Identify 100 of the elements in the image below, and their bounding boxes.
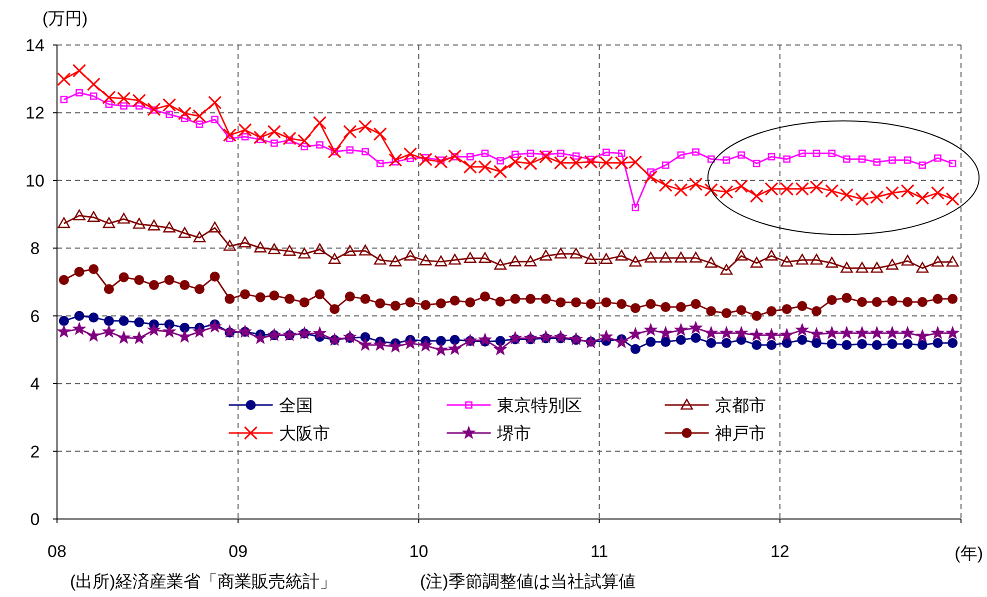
point <box>734 326 748 339</box>
point <box>313 326 326 340</box>
point <box>148 220 160 230</box>
point <box>780 328 794 341</box>
point <box>362 148 369 156</box>
point <box>797 301 808 312</box>
point <box>904 156 912 164</box>
point <box>721 308 732 318</box>
point <box>392 158 400 166</box>
point <box>104 284 114 294</box>
point <box>659 252 672 263</box>
point <box>208 320 222 332</box>
point <box>481 150 489 157</box>
point <box>720 264 733 275</box>
point <box>282 132 296 146</box>
x-tick-label: 11 <box>590 542 608 561</box>
point <box>932 256 944 267</box>
point <box>150 106 158 114</box>
y-tick-label: 2 <box>30 442 40 462</box>
point <box>571 297 582 308</box>
point <box>948 160 956 168</box>
point <box>843 155 850 163</box>
point <box>58 316 69 326</box>
point <box>374 338 387 351</box>
point <box>73 209 86 220</box>
point <box>434 343 448 356</box>
point <box>269 290 280 301</box>
point <box>88 312 99 323</box>
point <box>768 153 776 160</box>
x-tick-label: 10 <box>409 542 428 561</box>
point <box>105 100 113 108</box>
point <box>826 256 838 268</box>
point <box>118 212 130 224</box>
point <box>857 338 868 349</box>
point <box>240 289 250 300</box>
point <box>86 77 100 92</box>
point <box>902 338 913 349</box>
point <box>178 227 191 238</box>
point <box>615 250 628 261</box>
point <box>720 185 734 199</box>
point <box>74 266 84 277</box>
point <box>644 323 658 336</box>
point <box>658 178 672 192</box>
point <box>437 156 445 164</box>
point <box>554 330 568 343</box>
point <box>359 244 372 256</box>
point <box>888 156 896 164</box>
point <box>901 254 914 266</box>
point <box>495 336 506 346</box>
point <box>615 335 628 348</box>
point <box>856 326 869 339</box>
point <box>586 299 596 310</box>
point <box>360 294 370 304</box>
point <box>343 124 357 138</box>
y-tick-label: 10 <box>26 171 44 190</box>
point <box>403 147 418 161</box>
point <box>344 292 355 302</box>
point <box>856 262 868 273</box>
point <box>676 334 686 345</box>
point <box>886 258 898 270</box>
point <box>930 186 945 200</box>
point <box>825 184 839 198</box>
point <box>765 328 778 341</box>
point <box>328 253 341 264</box>
point <box>840 188 854 202</box>
point <box>358 120 372 134</box>
point <box>192 109 206 123</box>
point <box>782 304 792 314</box>
point <box>478 252 492 263</box>
point <box>632 204 640 212</box>
point <box>660 302 671 312</box>
point <box>750 328 764 341</box>
point <box>677 151 685 159</box>
y-tick-label: 12 <box>26 104 44 123</box>
point <box>932 294 943 304</box>
y-tick-label: 8 <box>30 239 40 258</box>
point <box>812 306 822 316</box>
point <box>466 153 474 160</box>
point <box>164 274 174 285</box>
point <box>388 340 402 352</box>
point <box>887 338 898 349</box>
point <box>90 92 98 100</box>
point <box>630 303 640 314</box>
point <box>674 252 688 263</box>
point <box>299 297 310 308</box>
point <box>918 162 926 169</box>
point <box>404 250 416 261</box>
point <box>374 254 386 265</box>
point <box>196 120 204 128</box>
point <box>419 254 432 266</box>
point <box>132 218 146 229</box>
point <box>178 106 192 120</box>
point <box>572 152 580 160</box>
point <box>539 330 552 343</box>
point <box>224 240 236 251</box>
point <box>388 153 402 167</box>
point <box>842 340 852 350</box>
point <box>932 338 943 348</box>
point <box>210 272 220 282</box>
point <box>223 324 236 338</box>
